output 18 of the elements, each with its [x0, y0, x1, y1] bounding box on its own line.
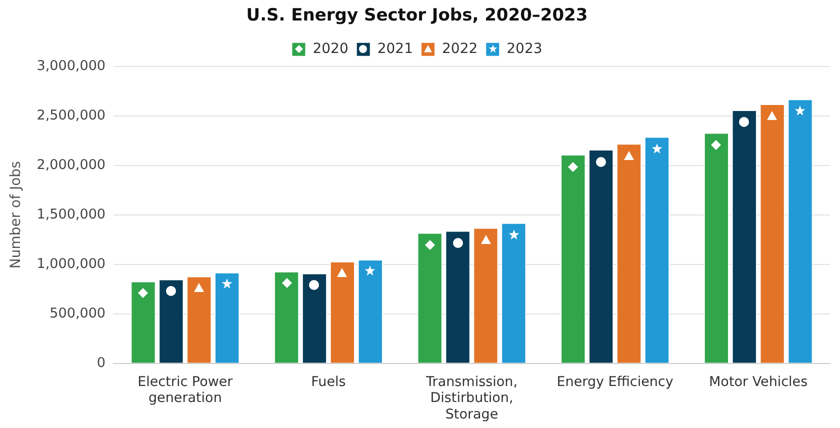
y-tick-label: 0	[96, 354, 106, 371]
y-tick-label: 1,000,000	[36, 256, 106, 272]
y-tick-label: 3,000,000	[36, 58, 106, 74]
legend-label: 2021	[377, 41, 414, 58]
x-tick-label: Electric Power generation	[138, 374, 234, 406]
y-tick-label: 500,000	[50, 305, 106, 322]
x-tick-label: Transmission, Distirbution, Storage	[424, 374, 518, 422]
chart-title: U.S. Energy Sector Jobs, 2020–2023	[246, 6, 588, 26]
x-tick-label: Motor Vehicles	[709, 374, 808, 390]
y-tick-label: 2,500,000	[36, 107, 106, 124]
x-tick-label: Fuels	[311, 374, 346, 390]
legend-label: 2022	[442, 41, 478, 58]
legend-label: 2020	[312, 41, 348, 58]
x-tick-label: Energy Efficiency	[556, 374, 674, 390]
y-axis-title: Number of Jobs	[8, 161, 24, 269]
y-tick-label: 1,500,000	[36, 206, 106, 222]
y-tick-label: 2,000,000	[36, 156, 106, 173]
legend-label: 2023	[506, 41, 542, 58]
